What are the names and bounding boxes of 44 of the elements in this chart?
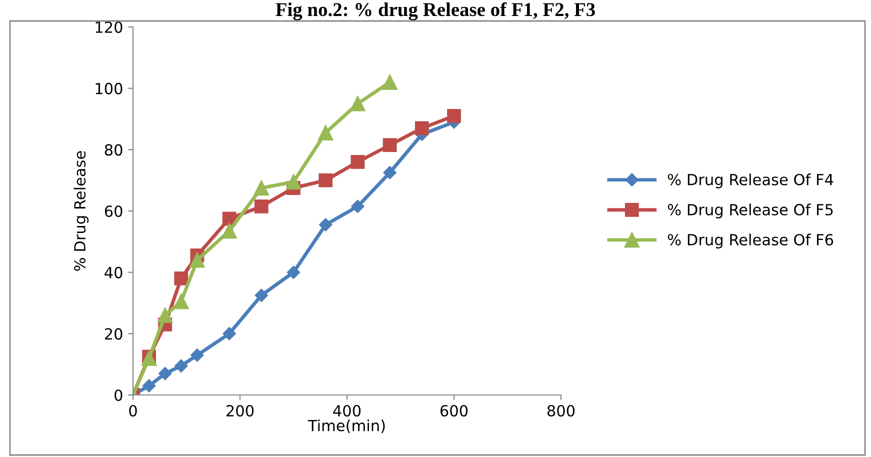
y-tick-label: 60 <box>104 205 122 218</box>
point <box>254 288 268 302</box>
point <box>174 359 188 372</box>
point <box>286 266 300 279</box>
y-tick-label: 40 <box>104 266 122 278</box>
point <box>222 223 237 239</box>
point <box>190 252 205 268</box>
point <box>318 125 334 140</box>
point <box>351 200 364 213</box>
legend-label: % Drug Release Of F5 <box>668 204 833 218</box>
x-tick-label: 200 <box>226 404 254 417</box>
point <box>447 108 461 123</box>
point <box>350 154 365 169</box>
point <box>222 327 236 340</box>
point <box>318 173 333 188</box>
chart-title: Fig no.2: % drug Release of F1, F2, F3 <box>276 2 595 20</box>
point <box>174 272 188 286</box>
point <box>286 174 302 190</box>
point <box>254 199 268 214</box>
x-axis-title: Time(min) <box>308 420 385 434</box>
x-tick-label: 0 <box>129 404 137 417</box>
y-tick-label: 20 <box>104 328 122 340</box>
point <box>190 348 204 362</box>
point <box>414 121 429 136</box>
point <box>157 308 173 323</box>
point <box>350 96 366 112</box>
x-tick-label: 400 <box>333 404 361 417</box>
legend-label: % Drug Release Of F4 <box>668 174 834 188</box>
point <box>382 138 397 152</box>
point <box>158 366 172 380</box>
point <box>319 218 332 232</box>
point <box>382 74 398 90</box>
point <box>383 166 396 180</box>
legend-label: % Drug Release Of F6 <box>668 234 834 248</box>
x-tick-label: 800 <box>547 404 575 417</box>
y-axis-title: % Drug Release <box>74 151 89 271</box>
y-tick-label: 100 <box>96 82 122 94</box>
point <box>254 180 270 196</box>
point <box>174 294 189 310</box>
y-tick-label: 120 <box>96 21 122 34</box>
y-tick-label: 80 <box>104 144 122 156</box>
y-tick-label: 0 <box>114 389 122 402</box>
x-tick-label: 600 <box>440 404 468 417</box>
point <box>142 379 156 392</box>
